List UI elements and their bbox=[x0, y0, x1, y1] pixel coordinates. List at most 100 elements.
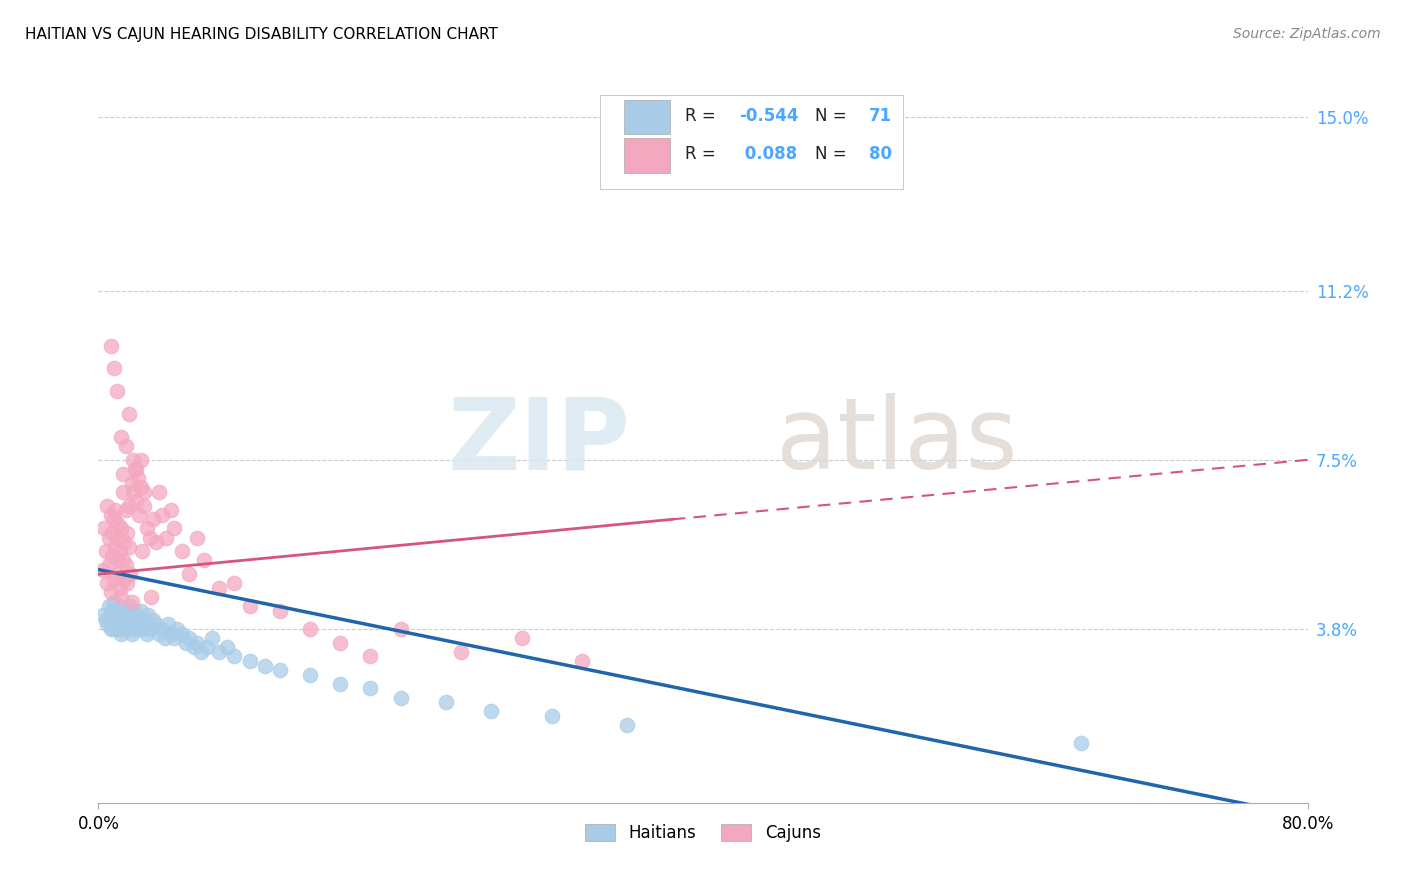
Point bbox=[110, 590, 132, 604]
Point bbox=[160, 626, 183, 640]
Point bbox=[148, 626, 170, 640]
Point bbox=[155, 531, 177, 545]
Point bbox=[111, 553, 134, 567]
Point bbox=[111, 484, 134, 499]
Point bbox=[112, 622, 135, 636]
Point bbox=[389, 622, 412, 636]
Point bbox=[100, 338, 122, 352]
FancyBboxPatch shape bbox=[600, 95, 903, 189]
Point bbox=[540, 709, 562, 723]
Point bbox=[481, 704, 503, 718]
Point bbox=[121, 626, 143, 640]
Text: N =: N = bbox=[815, 145, 852, 163]
Point bbox=[107, 553, 129, 567]
Point bbox=[96, 499, 118, 513]
Point bbox=[129, 453, 152, 467]
Point bbox=[128, 622, 150, 636]
Text: R =: R = bbox=[685, 145, 721, 163]
Point bbox=[150, 622, 173, 636]
Point bbox=[103, 594, 125, 608]
Point bbox=[105, 384, 128, 399]
Point bbox=[329, 677, 352, 691]
Legend: Haitians, Cajuns: Haitians, Cajuns bbox=[579, 817, 827, 848]
Point bbox=[253, 658, 276, 673]
Point bbox=[127, 471, 149, 485]
Point bbox=[122, 613, 145, 627]
Point bbox=[122, 484, 145, 499]
Point bbox=[195, 640, 218, 655]
Point bbox=[201, 631, 224, 645]
Point bbox=[98, 558, 121, 572]
Text: 71: 71 bbox=[869, 107, 891, 126]
Point bbox=[112, 535, 135, 549]
Point bbox=[269, 663, 291, 677]
Point bbox=[114, 439, 136, 453]
Point bbox=[299, 622, 322, 636]
Point bbox=[150, 508, 173, 522]
Point bbox=[110, 626, 132, 640]
Point bbox=[121, 475, 143, 490]
Point bbox=[166, 622, 188, 636]
Point bbox=[510, 631, 533, 645]
Point bbox=[186, 531, 208, 545]
Point bbox=[190, 645, 212, 659]
Point bbox=[183, 640, 205, 655]
Point bbox=[129, 480, 152, 494]
Point bbox=[108, 613, 131, 627]
Point bbox=[142, 512, 165, 526]
Point bbox=[91, 563, 114, 577]
Point bbox=[135, 521, 157, 535]
Text: 80: 80 bbox=[869, 145, 891, 163]
FancyBboxPatch shape bbox=[624, 100, 671, 135]
Point bbox=[145, 535, 167, 549]
Point bbox=[179, 567, 201, 582]
Point bbox=[107, 604, 129, 618]
Point bbox=[107, 516, 129, 531]
Point bbox=[122, 453, 145, 467]
Point bbox=[163, 631, 186, 645]
Point bbox=[105, 531, 128, 545]
Point bbox=[131, 622, 153, 636]
Text: atlas: atlas bbox=[776, 393, 1017, 490]
Point bbox=[208, 581, 231, 595]
Point bbox=[100, 585, 122, 599]
Point bbox=[115, 576, 138, 591]
Point bbox=[239, 654, 262, 668]
Point bbox=[103, 512, 125, 526]
Point bbox=[118, 499, 141, 513]
Point bbox=[224, 649, 246, 664]
Point bbox=[145, 617, 167, 632]
Point bbox=[96, 617, 118, 632]
Text: R =: R = bbox=[685, 107, 721, 126]
Point bbox=[108, 544, 131, 558]
Point bbox=[128, 508, 150, 522]
Point bbox=[389, 690, 412, 705]
Point bbox=[124, 604, 146, 618]
Point bbox=[98, 599, 121, 614]
Point bbox=[124, 462, 146, 476]
Point bbox=[120, 599, 142, 614]
Point bbox=[120, 617, 142, 632]
Point bbox=[125, 494, 148, 508]
Point bbox=[125, 462, 148, 476]
Point bbox=[1070, 736, 1092, 750]
Text: ZIP: ZIP bbox=[447, 393, 630, 490]
Point bbox=[98, 531, 121, 545]
Point bbox=[114, 604, 136, 618]
Point bbox=[131, 544, 153, 558]
Point bbox=[136, 608, 159, 623]
Point bbox=[96, 576, 118, 591]
Point bbox=[153, 631, 176, 645]
Point bbox=[193, 553, 215, 567]
Point bbox=[111, 608, 134, 623]
Text: N =: N = bbox=[815, 107, 852, 126]
Point bbox=[215, 640, 238, 655]
Point bbox=[616, 718, 638, 732]
Point bbox=[101, 549, 124, 563]
Point bbox=[125, 608, 148, 623]
Point bbox=[103, 572, 125, 586]
Point bbox=[571, 654, 593, 668]
Point bbox=[299, 667, 322, 681]
Point bbox=[329, 636, 352, 650]
Point bbox=[124, 622, 146, 636]
